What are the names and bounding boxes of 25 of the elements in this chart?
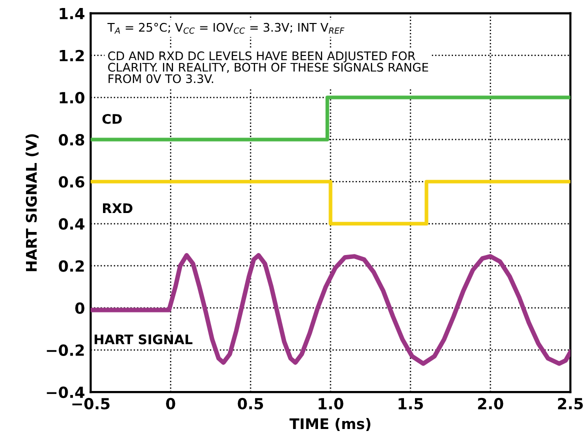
y-tick-label: −0.4 [46,386,84,398]
x-tick-label: 1.0 [318,398,344,410]
series-label: HART SIGNAL [94,334,192,344]
series-label: CD [102,114,122,124]
y-tick-label: 1.4 [60,8,84,20]
y-tick-label: 0.6 [58,176,84,188]
y-tick-label: 0.8 [58,134,84,146]
x-tick-label: 2.0 [478,398,504,410]
y-tick-label: 0.4 [58,218,84,230]
line-series [90,253,570,366]
y-tick-label: 1.0 [60,92,84,104]
y-tick-label: −0.2 [46,344,84,356]
x-tick-label: 0 [166,398,176,410]
series-label: RXD [103,203,132,214]
x-axis-title: TIME (ms) [290,418,370,431]
x-tick-label: 2.5 [558,398,583,410]
x-tick-label: 0.5 [238,398,264,410]
y-tick-label: 0 [75,302,84,314]
y-axis-title: HART SIGNAL (V) [26,134,39,272]
x-tick-label: −0.5 [72,398,110,410]
x-tick-label: 1.5 [398,398,423,410]
annotation: CD AND RXD DC LEVELS HAVE BEEN ADJUSTED FOR CLARITY. IN REALITY, BOTH OF THESE SIGNALS RANGE FROM 0V TO 3.3V. [108,51,428,84]
y-tick-label: 1.2 [60,50,84,62]
y-tick-label: 0.2 [58,260,84,272]
annotation: T$_{A}$ = 25°C; V$_{CC}$ = IOV$_{CC}$ = 3.3V; INT V$_{REF}$ [107,22,344,34]
